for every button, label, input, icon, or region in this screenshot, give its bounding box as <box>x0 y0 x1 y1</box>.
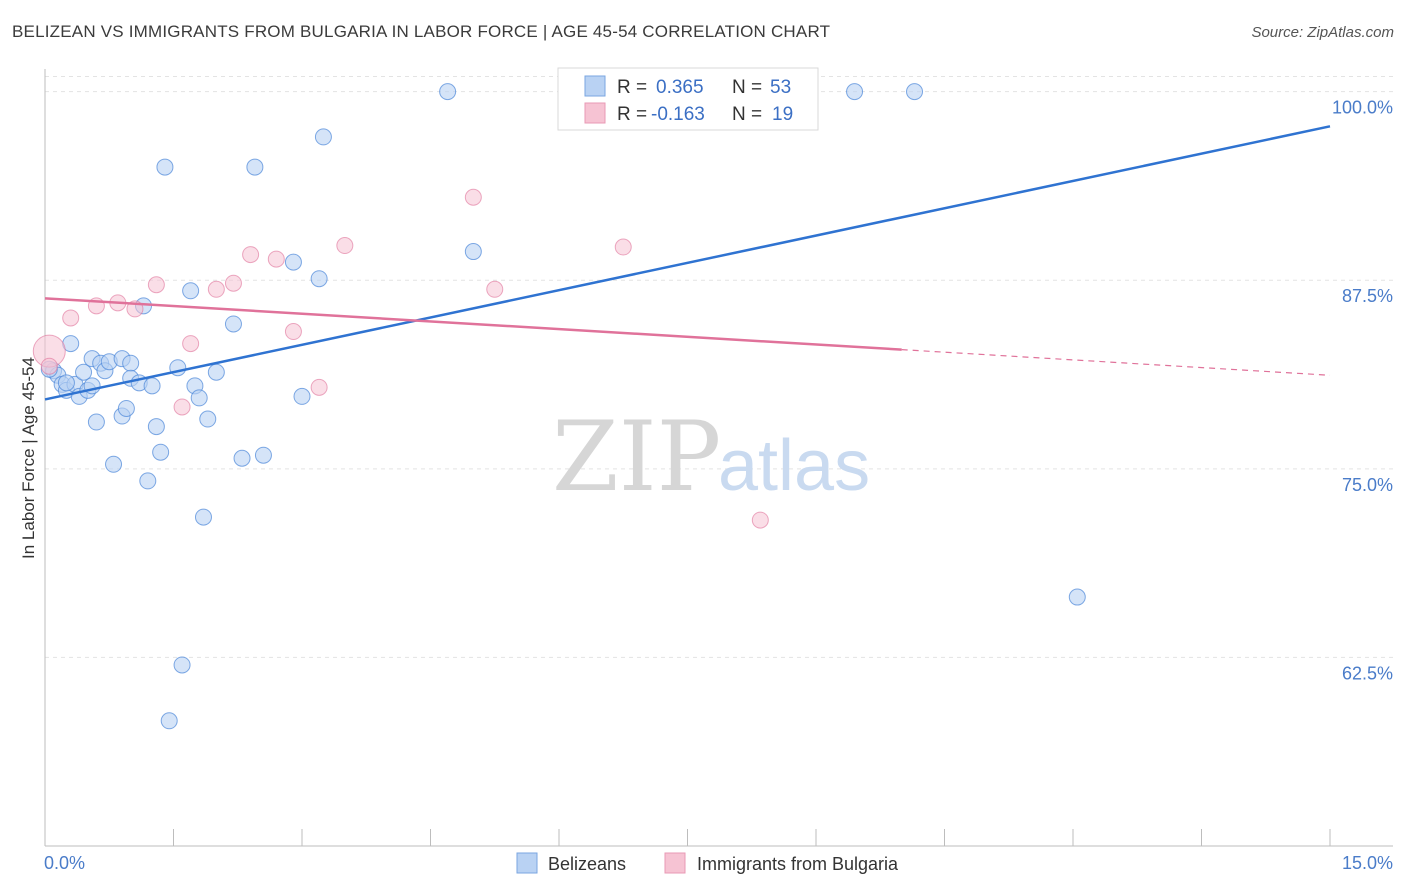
belizeans-point <box>194 508 212 526</box>
belizeans-point <box>160 712 178 730</box>
bottom-legend-swatch-pink <box>664 852 686 874</box>
bulgaria-point <box>310 378 328 396</box>
source-label: Source: ZipAtlas.com <box>1251 24 1394 41</box>
bulgaria-point <box>284 323 302 341</box>
belizeans-point <box>122 354 140 372</box>
y-tick-label: 87.5% <box>1342 286 1393 306</box>
bulgaria-trend-line <box>44 297 902 351</box>
y-tick-label: 75.0% <box>1342 475 1393 495</box>
bulgaria-point <box>224 274 242 292</box>
bottom-legend-swatch-blue <box>516 852 538 874</box>
belizeans-point <box>147 418 165 436</box>
belizeans-point <box>233 449 251 467</box>
y-tick-label: 62.5% <box>1342 663 1393 683</box>
x-tick-label-max: 15.0% <box>1342 853 1393 873</box>
bottom-legend: Belizeans Immigrants from Bulgaria <box>516 852 899 874</box>
y-axis-label: In Labor Force | Age 45-54 <box>19 357 38 559</box>
belizeans-point <box>199 410 217 428</box>
bulgaria-point <box>173 398 191 416</box>
belizeans-point <box>284 253 302 271</box>
belizeans-point <box>143 377 161 395</box>
chart-title: BELIZEAN VS IMMIGRANTS FROM BULGARIA IN … <box>12 22 831 41</box>
bulgaria-point <box>751 511 769 529</box>
legend-r-label: R = <box>617 104 647 125</box>
y-tick-label: 100.0% <box>1332 98 1393 118</box>
belizeans-point <box>314 128 332 146</box>
bulgaria-point <box>40 357 58 375</box>
watermark-zip: ZIP <box>552 401 721 513</box>
trend-lines <box>44 125 1331 401</box>
belizeans-point <box>464 243 482 261</box>
bulgaria-point <box>147 276 165 294</box>
legend-r-label: R = <box>617 77 647 98</box>
legend-r-value-pink: -0.163 <box>651 104 705 125</box>
axes <box>44 69 1393 847</box>
y-tick-labels: 62.5% 75.0% 87.5% 100.0% <box>1332 98 1393 684</box>
belizeans-point <box>293 387 311 405</box>
belizeans-point <box>87 413 105 431</box>
legend-n-label: N = <box>732 77 762 98</box>
belizeans-point <box>246 158 264 176</box>
belizeans-point <box>190 389 208 407</box>
bulgaria-point <box>182 335 200 353</box>
belizeans-point <box>254 446 272 464</box>
belizeans-point <box>57 374 75 392</box>
bulgaria-points <box>32 188 769 529</box>
belizeans-point <box>156 158 174 176</box>
bottom-legend-belizeans: Belizeans <box>548 854 626 874</box>
bulgaria-point <box>614 238 632 256</box>
bulgaria-trend-line-extension <box>901 349 1331 376</box>
bulgaria-point <box>464 188 482 206</box>
legend-n-label: N = <box>732 104 762 125</box>
legend-r-value-blue: 0.365 <box>656 77 704 98</box>
belizeans-point <box>846 83 864 101</box>
bulgaria-point <box>486 280 504 298</box>
belizeans-point <box>1068 588 1086 606</box>
bulgaria-point <box>336 237 354 255</box>
belizeans-point <box>224 315 242 333</box>
legend: R = 0.365 N = 53 R = -0.163 N = 19 <box>557 67 819 131</box>
bulgaria-point <box>267 250 285 268</box>
belizeans-point <box>139 472 157 490</box>
belizeans-trend-line <box>44 125 1331 401</box>
belizeans-point <box>152 443 170 461</box>
watermark-atlas: atlas <box>718 426 870 506</box>
belizeans-point <box>906 83 924 101</box>
legend-n-value-blue: 53 <box>770 77 791 98</box>
x-tick-label-min: 0.0% <box>44 853 85 873</box>
belizeans-points <box>40 83 1086 730</box>
belizeans-point <box>207 363 225 381</box>
belizeans-point <box>173 656 191 674</box>
belizeans-point <box>117 399 135 417</box>
legend-swatch-pink <box>584 102 606 124</box>
bottom-legend-bulgaria: Immigrants from Bulgaria <box>697 854 899 874</box>
legend-swatch-blue <box>584 75 606 97</box>
legend-n-value-pink: 19 <box>772 104 793 125</box>
watermark: ZIP atlas <box>552 401 870 513</box>
bulgaria-point <box>62 309 80 327</box>
bulgaria-point <box>242 246 260 264</box>
belizeans-point <box>439 83 457 101</box>
belizeans-point <box>182 282 200 300</box>
bulgaria-point <box>207 280 225 298</box>
belizeans-point <box>75 363 93 381</box>
belizeans-point <box>105 455 123 473</box>
belizeans-point <box>310 270 328 288</box>
